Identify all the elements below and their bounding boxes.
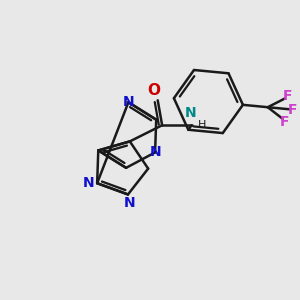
Text: O: O	[147, 83, 160, 98]
Text: F: F	[280, 115, 290, 128]
Text: F: F	[283, 89, 292, 103]
Text: F: F	[288, 103, 297, 117]
Text: N: N	[123, 95, 134, 109]
Text: N: N	[185, 106, 197, 120]
Text: H: H	[198, 120, 206, 130]
Text: N: N	[149, 146, 161, 159]
Text: N: N	[124, 196, 135, 210]
Text: N: N	[82, 176, 94, 190]
